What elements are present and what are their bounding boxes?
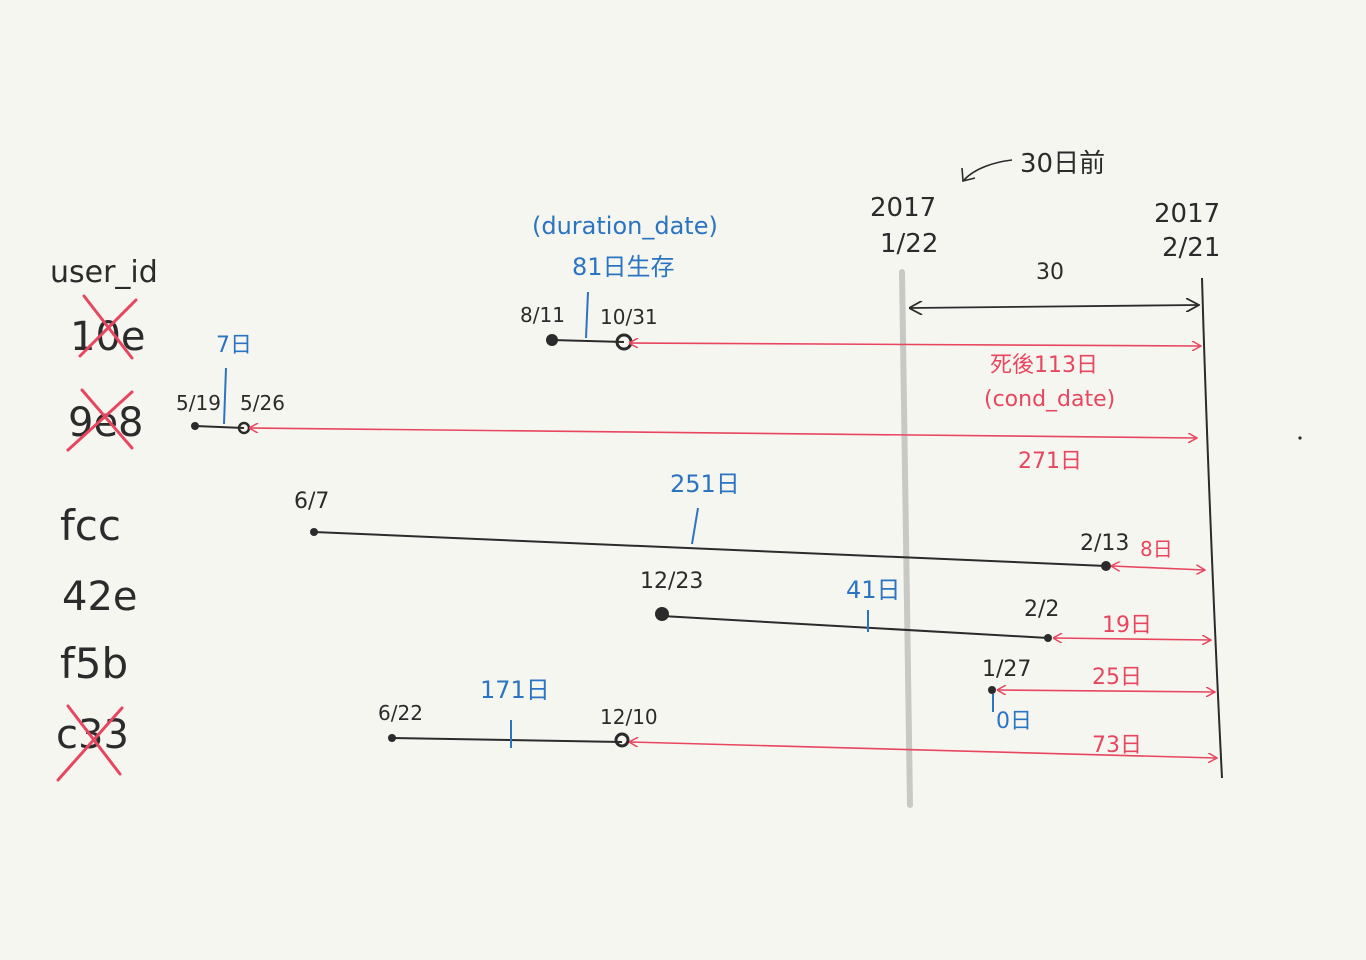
duration-tick-fcc xyxy=(691,507,699,545)
end-point-fcc xyxy=(1101,561,1111,571)
end-point-c33 xyxy=(614,732,630,748)
gap-9e8: 271日 xyxy=(1018,449,1082,474)
user-id-42e: 42e xyxy=(62,574,138,620)
point-f5b xyxy=(988,686,996,694)
start-date-42e: 12/23 xyxy=(640,569,703,594)
duration-tick-9e8 xyxy=(223,367,227,425)
end-date-10e: 10/31 xyxy=(600,305,658,329)
start-date-10e: 8/11 xyxy=(520,303,565,327)
duration-c33: 171日 xyxy=(480,676,550,704)
gap-arrow-9e8 xyxy=(250,428,1196,438)
user-id-f5b: f5b xyxy=(60,639,128,688)
window-span-label: 30 xyxy=(1036,260,1064,285)
start-point-9e8 xyxy=(191,422,199,430)
duration-10e: 81日生存 xyxy=(572,253,675,281)
cutoff-year-label: 2017 xyxy=(870,193,936,223)
thirty-days-before-label: 30日前 xyxy=(1020,149,1105,179)
thirty-days-arrow xyxy=(963,159,1013,181)
gap-arrow-c33 xyxy=(630,742,1216,758)
end-year-label: 2017 xyxy=(1154,199,1220,229)
user-id-c33: c33 xyxy=(56,712,129,758)
gap-arrow-f5b xyxy=(998,690,1214,692)
cond-date-label: (cond_date) xyxy=(984,387,1115,412)
start-point-c33 xyxy=(388,734,396,742)
lifetime-line-fcc xyxy=(313,531,1107,567)
end-date-9e8: 5/26 xyxy=(240,391,285,415)
gap-10e: 死後113日 xyxy=(990,353,1098,378)
lifetime-line-42e xyxy=(661,615,1049,639)
start-point-fcc xyxy=(310,528,318,536)
duration-fcc: 251日 xyxy=(670,470,740,498)
lifetime-line-c33 xyxy=(391,737,623,743)
gap-c33: 73日 xyxy=(1092,733,1142,758)
start-point-42e xyxy=(655,607,669,621)
gap-arrow-fcc xyxy=(1112,566,1204,570)
start-point-10e xyxy=(546,334,558,346)
user-id-header: user_id xyxy=(50,255,158,290)
duration-9e8: 7日 xyxy=(216,333,252,358)
thirty-days-arrowhead xyxy=(961,167,976,183)
gap-f5b: 25日 xyxy=(1092,665,1142,690)
cutoff-line-jan22 xyxy=(899,269,913,808)
end-date-fcc: 2/13 xyxy=(1080,531,1129,556)
duration-tick-10e xyxy=(585,291,589,339)
user-id-fcc: fcc xyxy=(60,501,121,550)
end-line-feb21 xyxy=(1201,277,1223,779)
end-point-42e xyxy=(1044,634,1052,642)
end-date-42e: 2/2 xyxy=(1024,597,1059,622)
end-date-f5b: 1/27 xyxy=(982,657,1031,682)
stray-dot xyxy=(1298,436,1302,440)
duration-42e: 41日 xyxy=(846,576,901,604)
duration-f5b: 0日 xyxy=(996,709,1032,734)
excluded-mark-10e xyxy=(78,294,138,360)
end-date-label: 2/21 xyxy=(1162,233,1220,263)
duration-date-label: (duration_date) xyxy=(532,212,718,240)
start-date-fcc: 6/7 xyxy=(294,489,329,514)
start-date-9e8: 5/19 xyxy=(176,391,221,415)
gap-arrow-10e xyxy=(630,343,1200,346)
gap-fcc: 8日 xyxy=(1140,537,1173,561)
gap-arrow-42e xyxy=(1054,638,1210,640)
lifetime-line-10e xyxy=(551,339,625,343)
end-date-c33: 12/10 xyxy=(600,705,658,729)
cutoff-date-label: 1/22 xyxy=(880,229,938,259)
excluded-mark-9e8 xyxy=(66,388,134,452)
window-span-arrow xyxy=(910,305,1198,308)
gap-42e: 19日 xyxy=(1102,613,1152,638)
excluded-mark-c33 xyxy=(56,704,124,782)
start-date-c33: 6/22 xyxy=(378,701,423,725)
lifetime-line-9e8 xyxy=(194,425,245,429)
